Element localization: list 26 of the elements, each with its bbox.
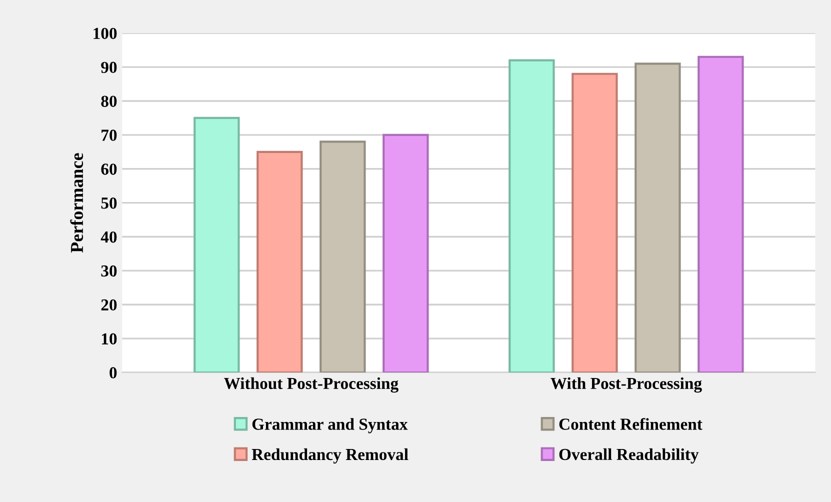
y-tick-label: 70 — [102, 130, 117, 141]
y-tick-label: 30 — [101, 265, 117, 277]
y-tick-label: 100 — [94, 28, 117, 40]
bar — [572, 72, 618, 372]
bar — [698, 56, 744, 372]
bar — [194, 116, 240, 372]
legend-label: Content Refinement — [559, 418, 702, 430]
y-tick-label: 80 — [101, 96, 117, 107]
bar — [508, 59, 555, 372]
y-tick-label: 40 — [100, 231, 117, 243]
bar — [382, 134, 429, 372]
x-tick-label: With Post-Processing — [550, 377, 702, 393]
legend-label: Redundancy Removal — [252, 448, 408, 464]
bar — [634, 62, 681, 372]
y-tick-label: 20 — [101, 299, 117, 311]
bar — [256, 150, 303, 372]
legend-label: Grammar and Syntax — [252, 418, 408, 434]
legend-label: Overall Readability — [559, 448, 699, 464]
y-tick-label: 60 — [101, 164, 117, 175]
y-axis-title: Performance — [70, 153, 84, 253]
y-tick-label: 90 — [101, 62, 117, 74]
y-tick-label: 10 — [102, 333, 117, 344]
x-tick-label: Without Post-Processing — [224, 377, 398, 393]
bar — [320, 140, 366, 372]
y-tick-label: 0 — [110, 367, 117, 378]
y-tick-label: 50 — [101, 198, 117, 209]
